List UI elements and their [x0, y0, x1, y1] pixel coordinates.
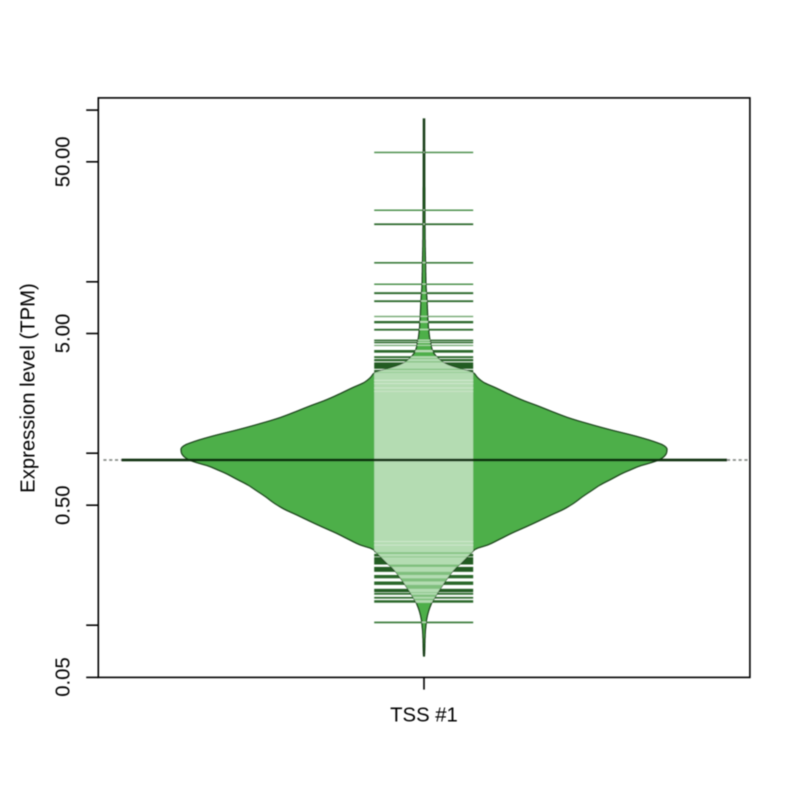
svg-text:50.00: 50.00 — [53, 136, 75, 187]
svg-text:TSS #1: TSS #1 — [390, 705, 458, 727]
svg-text:0.50: 0.50 — [53, 485, 75, 524]
svg-text:0.05: 0.05 — [53, 657, 75, 696]
svg-text:5.00: 5.00 — [53, 314, 75, 353]
svg-text:Expression level (TPM): Expression level (TPM) — [17, 283, 39, 493]
